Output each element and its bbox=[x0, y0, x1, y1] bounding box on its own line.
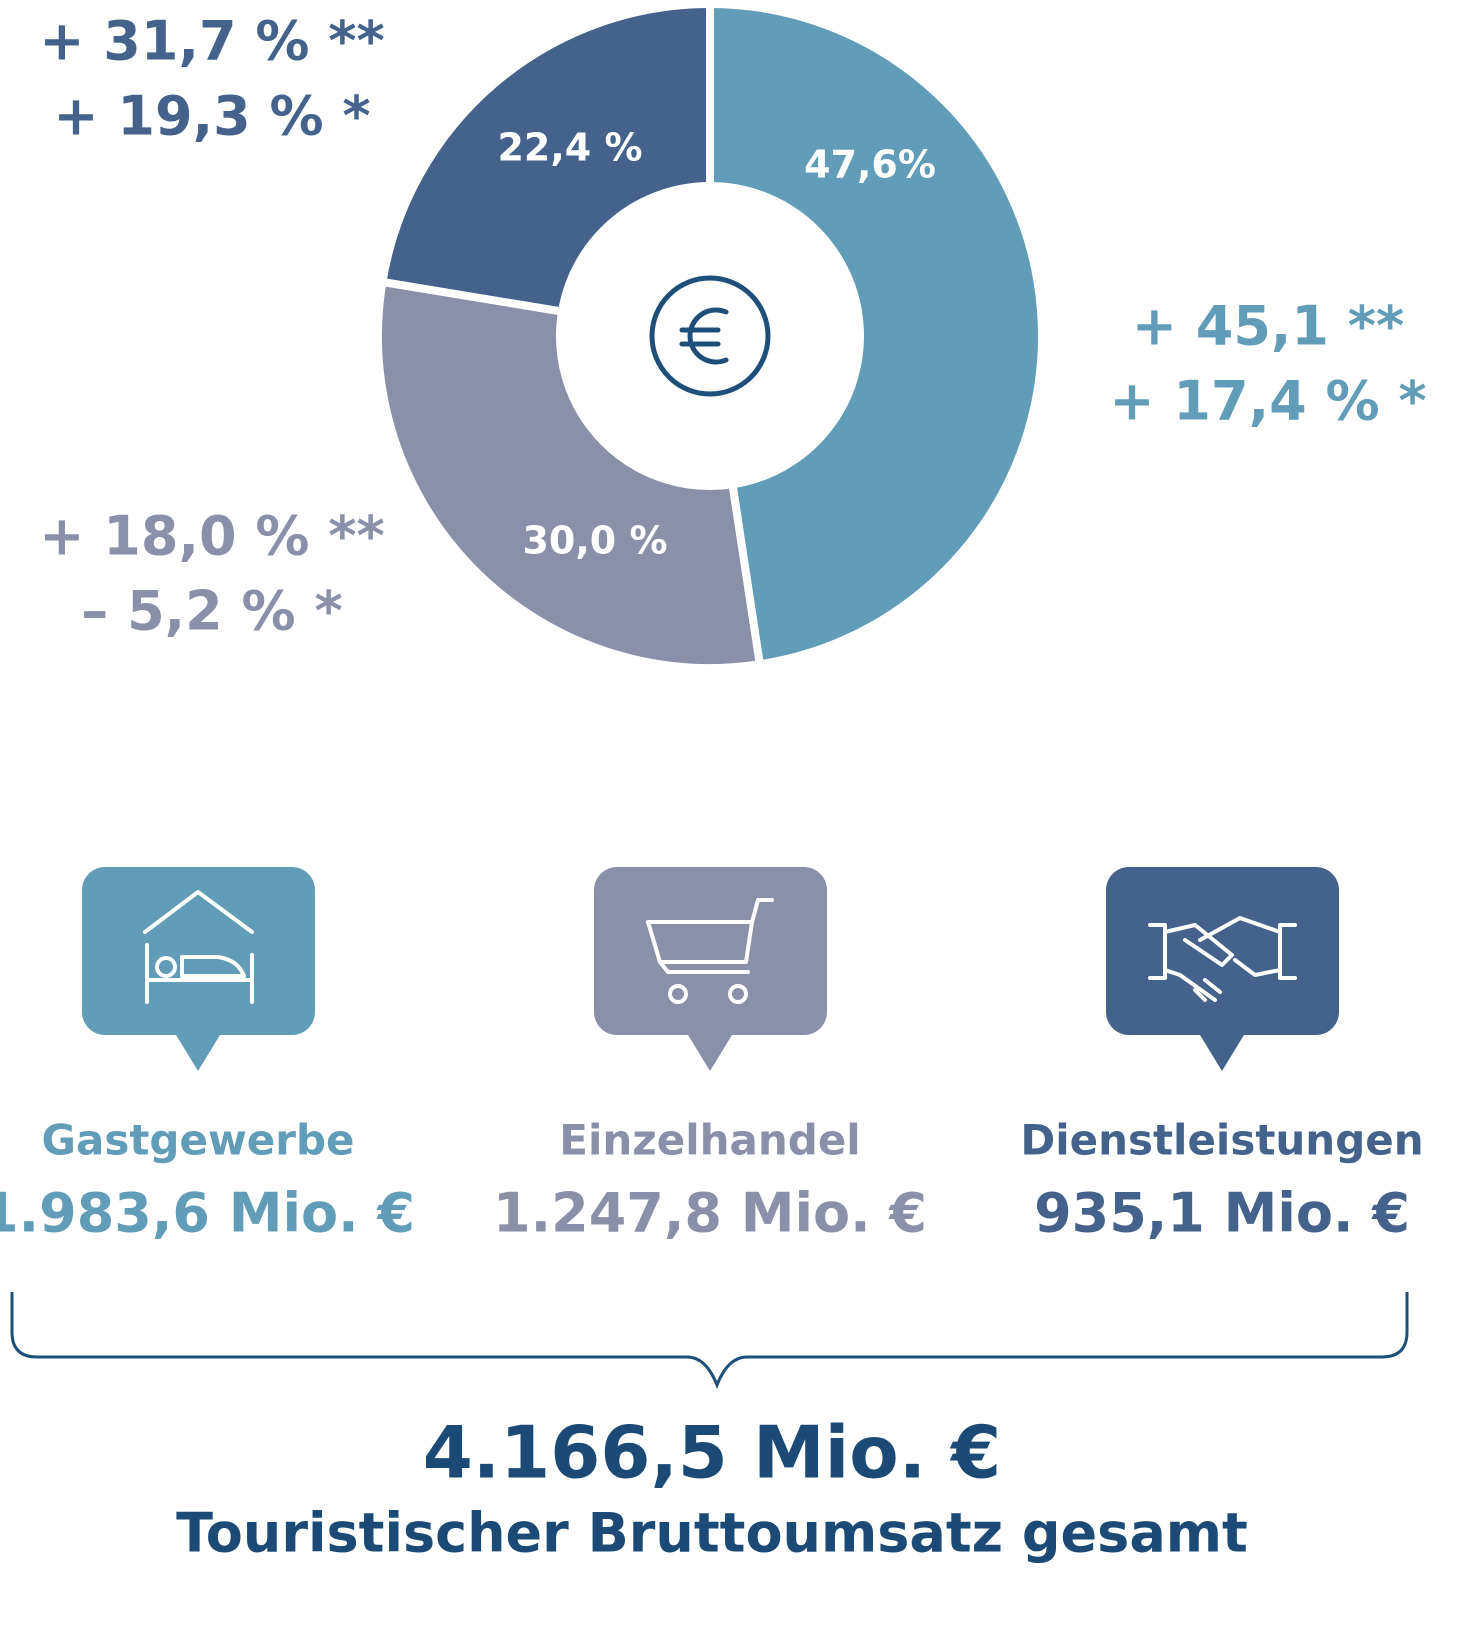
donut-segment bbox=[706, 0, 1046, 669]
total-label: Touristischer Bruttoumsatz gesamt bbox=[176, 1502, 1248, 1565]
change-annotation: + 18,0 % ** bbox=[39, 505, 384, 568]
change-annotation: + 31,7 % ** bbox=[39, 10, 384, 73]
category-label: Einzelhandel bbox=[559, 1116, 860, 1165]
change-annotation: – 5,2 % * bbox=[81, 580, 342, 643]
category-amount: 1.247,8 Mio. € bbox=[493, 1182, 927, 1245]
value-label: 22,4 % bbox=[497, 126, 642, 170]
donut-segment bbox=[374, 277, 765, 672]
change-annotation: + 19,3 % * bbox=[53, 85, 370, 148]
value-label: 30,0 % bbox=[522, 519, 667, 563]
change-annotation: + 17,4 % * bbox=[1109, 370, 1426, 433]
category-icons bbox=[82, 867, 1339, 1071]
change-annotation: + 45,1 ** bbox=[1132, 295, 1405, 358]
value-label: 47,6% bbox=[804, 143, 936, 187]
category-label: Gastgewerbe bbox=[42, 1116, 355, 1165]
total: 4.166,5 Mio. € bbox=[423, 1411, 1002, 1495]
category-amount: 1.983,6 Mio. € bbox=[0, 1182, 415, 1245]
category-label: Dienstleistungen bbox=[1020, 1116, 1423, 1165]
category-amount: 935,1 Mio. € bbox=[1034, 1182, 1410, 1245]
brace bbox=[10, 1292, 1409, 1390]
donut-segment bbox=[377, 0, 714, 317]
euro-icon bbox=[649, 275, 771, 397]
